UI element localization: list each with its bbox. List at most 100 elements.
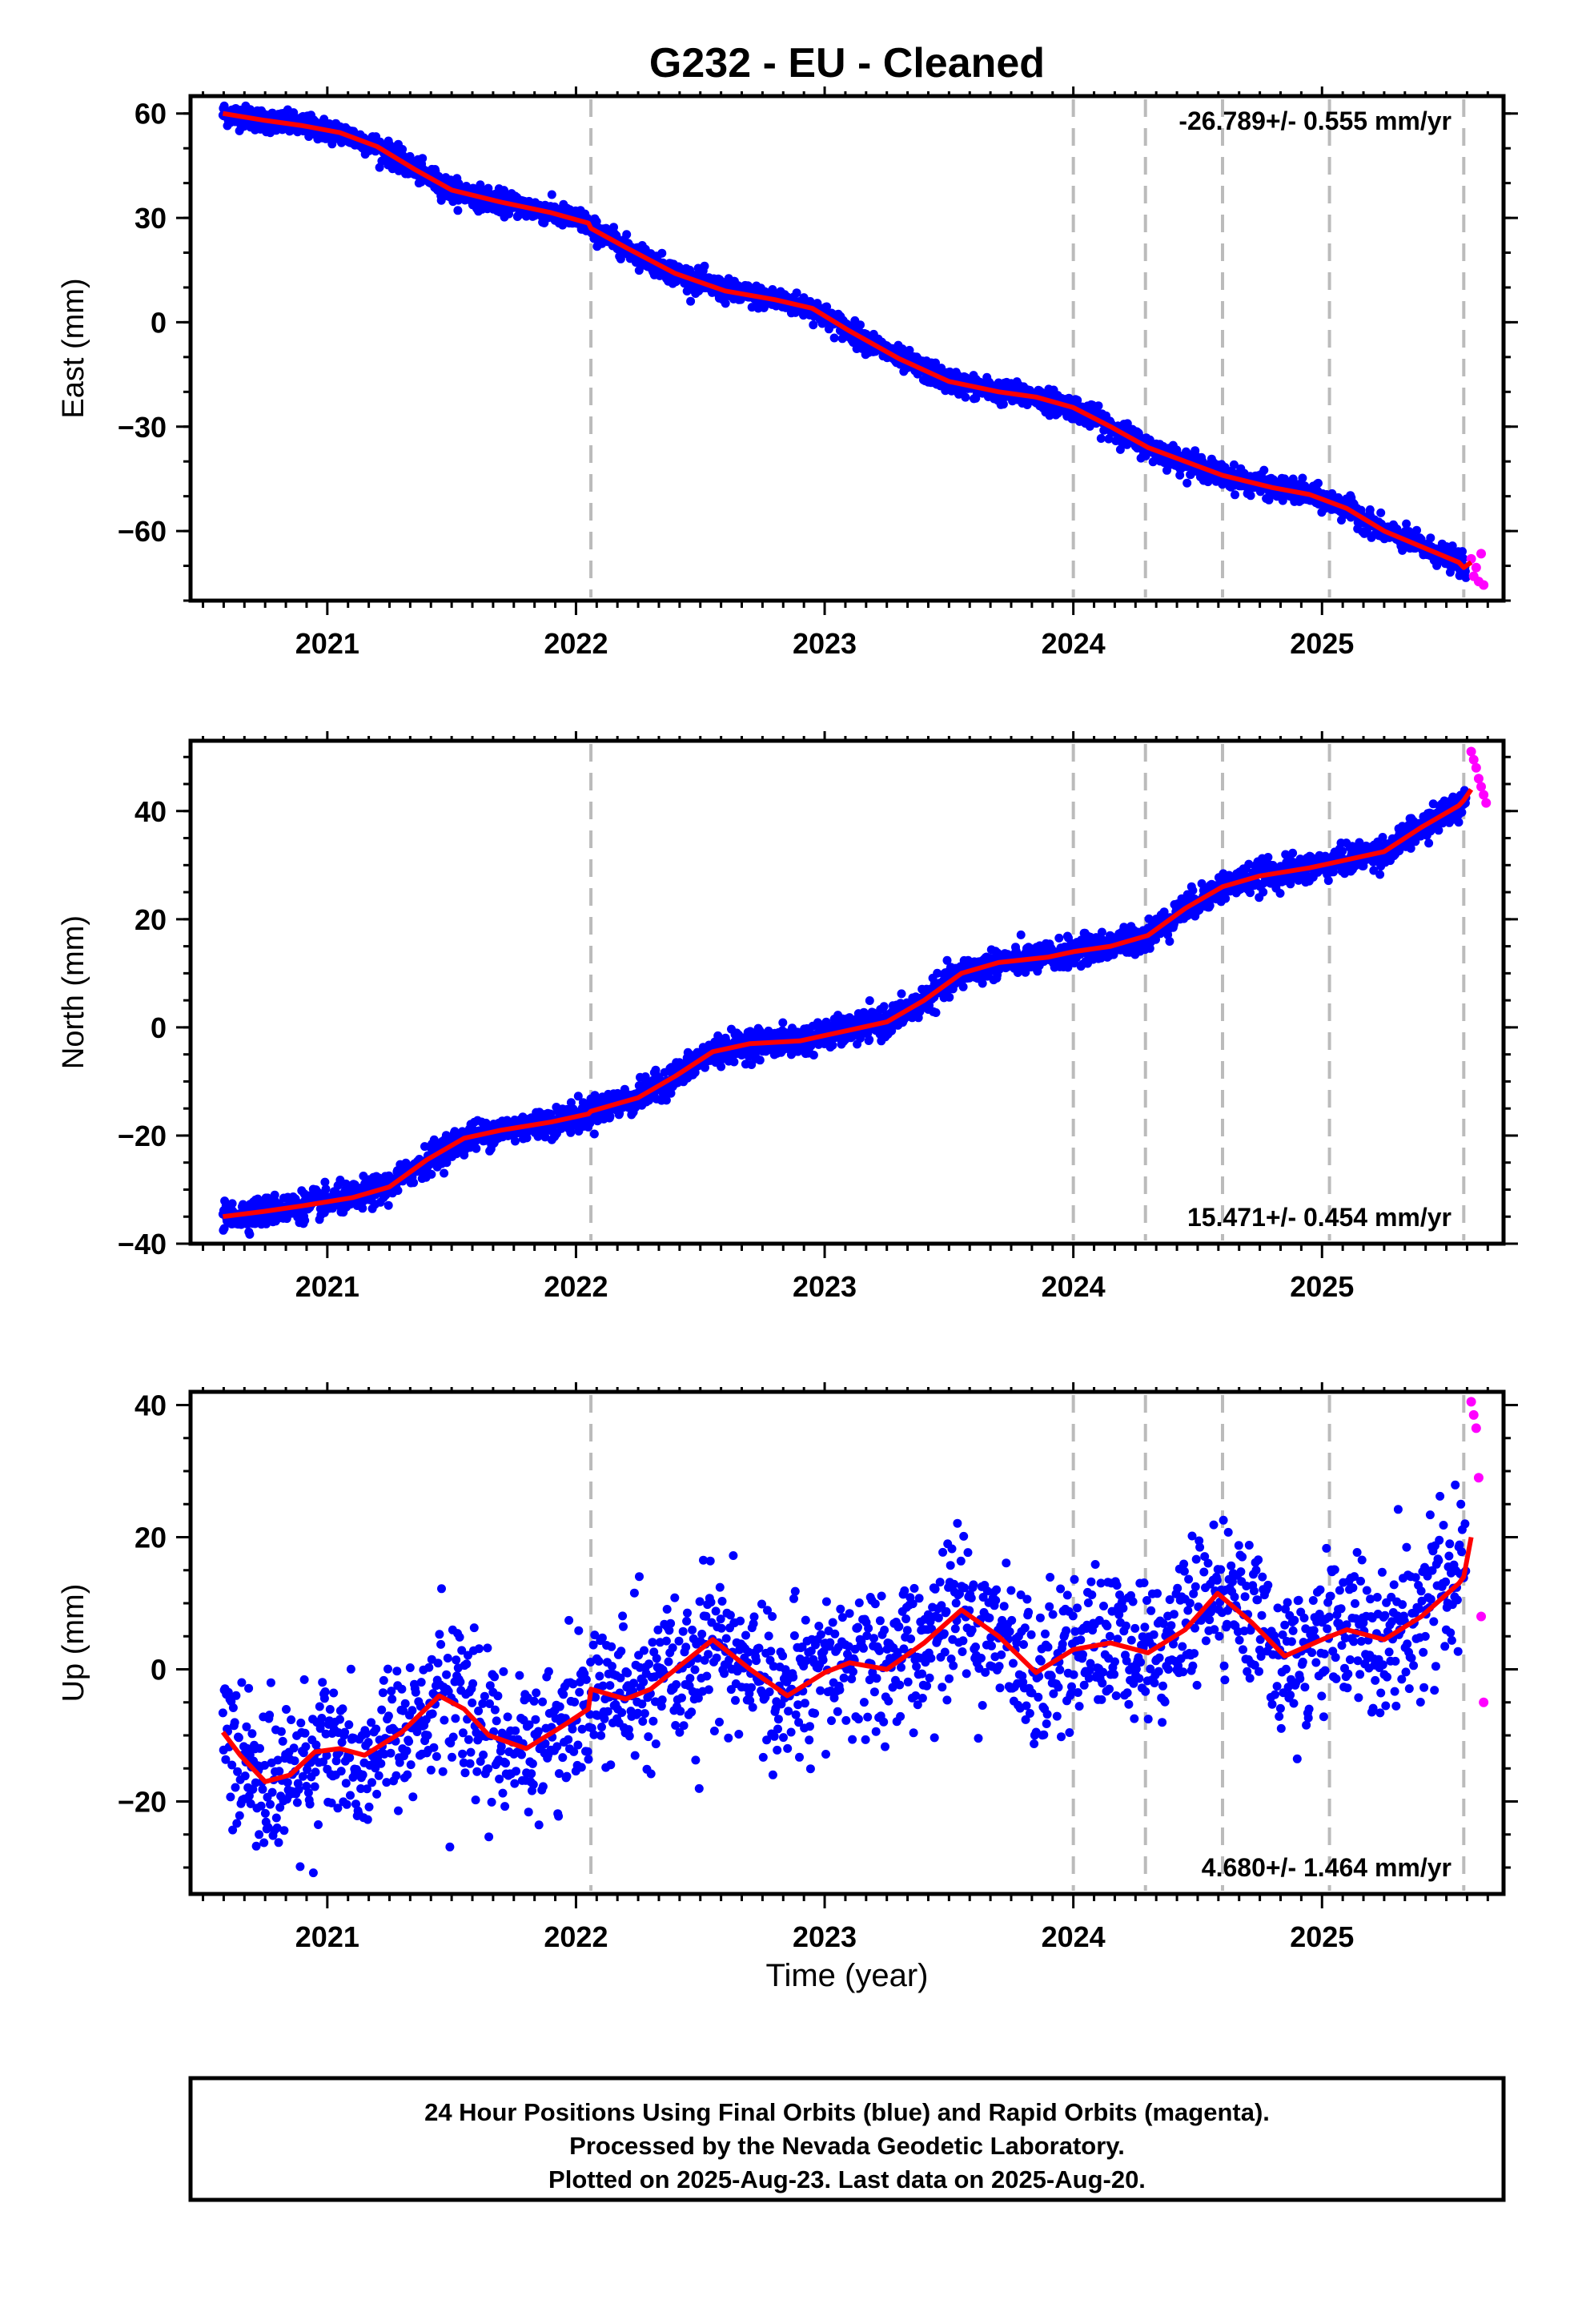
data-point [721, 299, 730, 308]
data-point [436, 195, 446, 205]
data-point [365, 1180, 375, 1189]
data-point [573, 1092, 583, 1101]
data-point [1231, 490, 1239, 500]
data-point [865, 996, 874, 1005]
data-point [879, 1002, 889, 1011]
data-point [729, 1057, 739, 1067]
data-point [616, 254, 625, 263]
data-point [931, 358, 940, 368]
rapid-orbit-point [1471, 562, 1481, 573]
data-point [717, 1062, 726, 1072]
y-tick-label: 30 [135, 202, 167, 235]
data-point [1426, 533, 1435, 543]
data-point [321, 1184, 331, 1194]
data-point [945, 992, 954, 1002]
y-tick-label: −60 [118, 515, 167, 548]
data-point [358, 1204, 367, 1213]
data-point [1314, 478, 1323, 488]
y-tick-label: 60 [135, 98, 167, 131]
data-point [809, 1051, 818, 1059]
x-tick-label: 2025 [1290, 627, 1354, 660]
data-point [755, 1055, 765, 1065]
data-point [1447, 541, 1457, 551]
data-point [1246, 491, 1255, 501]
data-point [590, 1091, 600, 1100]
data-point [393, 1186, 403, 1196]
data-point [270, 1190, 279, 1200]
data-point [540, 1132, 550, 1142]
y-tick-label: 0 [151, 306, 167, 339]
model-fit-line [222, 111, 1473, 570]
rapid-orbit-point [1476, 549, 1487, 559]
data-point [828, 1040, 837, 1050]
data-point [905, 345, 914, 355]
data-point [1182, 478, 1192, 488]
data-point [666, 1088, 676, 1098]
data-point [409, 1178, 419, 1188]
data-point [427, 1169, 436, 1179]
data-point [1016, 930, 1026, 939]
data-point [1298, 473, 1307, 483]
data-point [1259, 465, 1269, 475]
data-point [661, 1096, 671, 1105]
final-orbit-points [218, 101, 1471, 582]
data-point [622, 230, 632, 239]
x-tick-label: 2021 [295, 627, 359, 660]
data-point [227, 1199, 237, 1208]
data-point [1096, 434, 1106, 443]
y-tick-label: −30 [118, 411, 167, 444]
data-point [1461, 573, 1471, 582]
data-point [585, 1119, 595, 1128]
data-point [657, 248, 667, 258]
data-point [418, 154, 428, 163]
final-orbit-points [218, 786, 1471, 1239]
data-point [1097, 927, 1106, 937]
data-point [1122, 419, 1132, 428]
data-point [931, 1008, 941, 1017]
data-point [942, 955, 952, 965]
data-point [522, 1133, 532, 1143]
x-tick-label: 2023 [793, 627, 857, 660]
east-panel: 2021 2022 2023 2024 2025 60 30 0 −30 −60 East (mm)… [57, 86, 1518, 660]
data-point [690, 1068, 700, 1077]
data-point [1229, 460, 1239, 469]
data-point [1376, 508, 1386, 517]
data-point [998, 400, 1008, 409]
data-point [778, 1018, 788, 1027]
velocity-rate-label: -26.789+/- 0.555 mm/yr [1178, 107, 1452, 135]
x-tick-label: 2024 [1042, 627, 1106, 660]
data-point [1054, 933, 1064, 943]
data-point [897, 989, 906, 999]
data-point [511, 1136, 520, 1146]
data-point [865, 1035, 874, 1044]
data-point [472, 1144, 481, 1153]
data-point [547, 190, 556, 199]
data-point [1115, 444, 1125, 454]
x-tick-label: 2022 [544, 627, 608, 660]
data-point [1458, 547, 1467, 557]
data-point [821, 1017, 831, 1027]
data-point [320, 1177, 330, 1187]
data-point [383, 1200, 393, 1210]
data-point [829, 333, 839, 343]
figure-title: G232 - EU - Cleaned [649, 40, 1045, 86]
data-point [822, 302, 832, 312]
data-point [700, 261, 709, 271]
data-point [958, 982, 968, 991]
data-point [747, 1060, 757, 1069]
data-point [1459, 553, 1468, 563]
data-point [978, 979, 987, 988]
data-point [1412, 525, 1421, 535]
data-point [1365, 505, 1375, 514]
data-point [453, 206, 463, 215]
data-point [961, 392, 970, 402]
data-point [1402, 519, 1411, 529]
data-point [1104, 434, 1114, 444]
data-point [1094, 401, 1103, 411]
data-point [300, 1216, 310, 1225]
data-point [589, 1129, 599, 1139]
data-point [809, 320, 818, 330]
y-axis-label: East (mm) [57, 278, 90, 418]
